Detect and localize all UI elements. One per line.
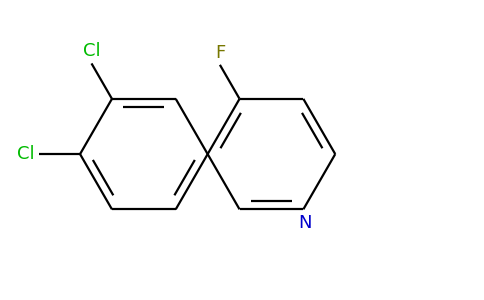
Text: F: F [215, 44, 225, 62]
Text: N: N [298, 214, 312, 232]
Text: Cl: Cl [17, 145, 35, 163]
Text: Cl: Cl [83, 42, 100, 60]
